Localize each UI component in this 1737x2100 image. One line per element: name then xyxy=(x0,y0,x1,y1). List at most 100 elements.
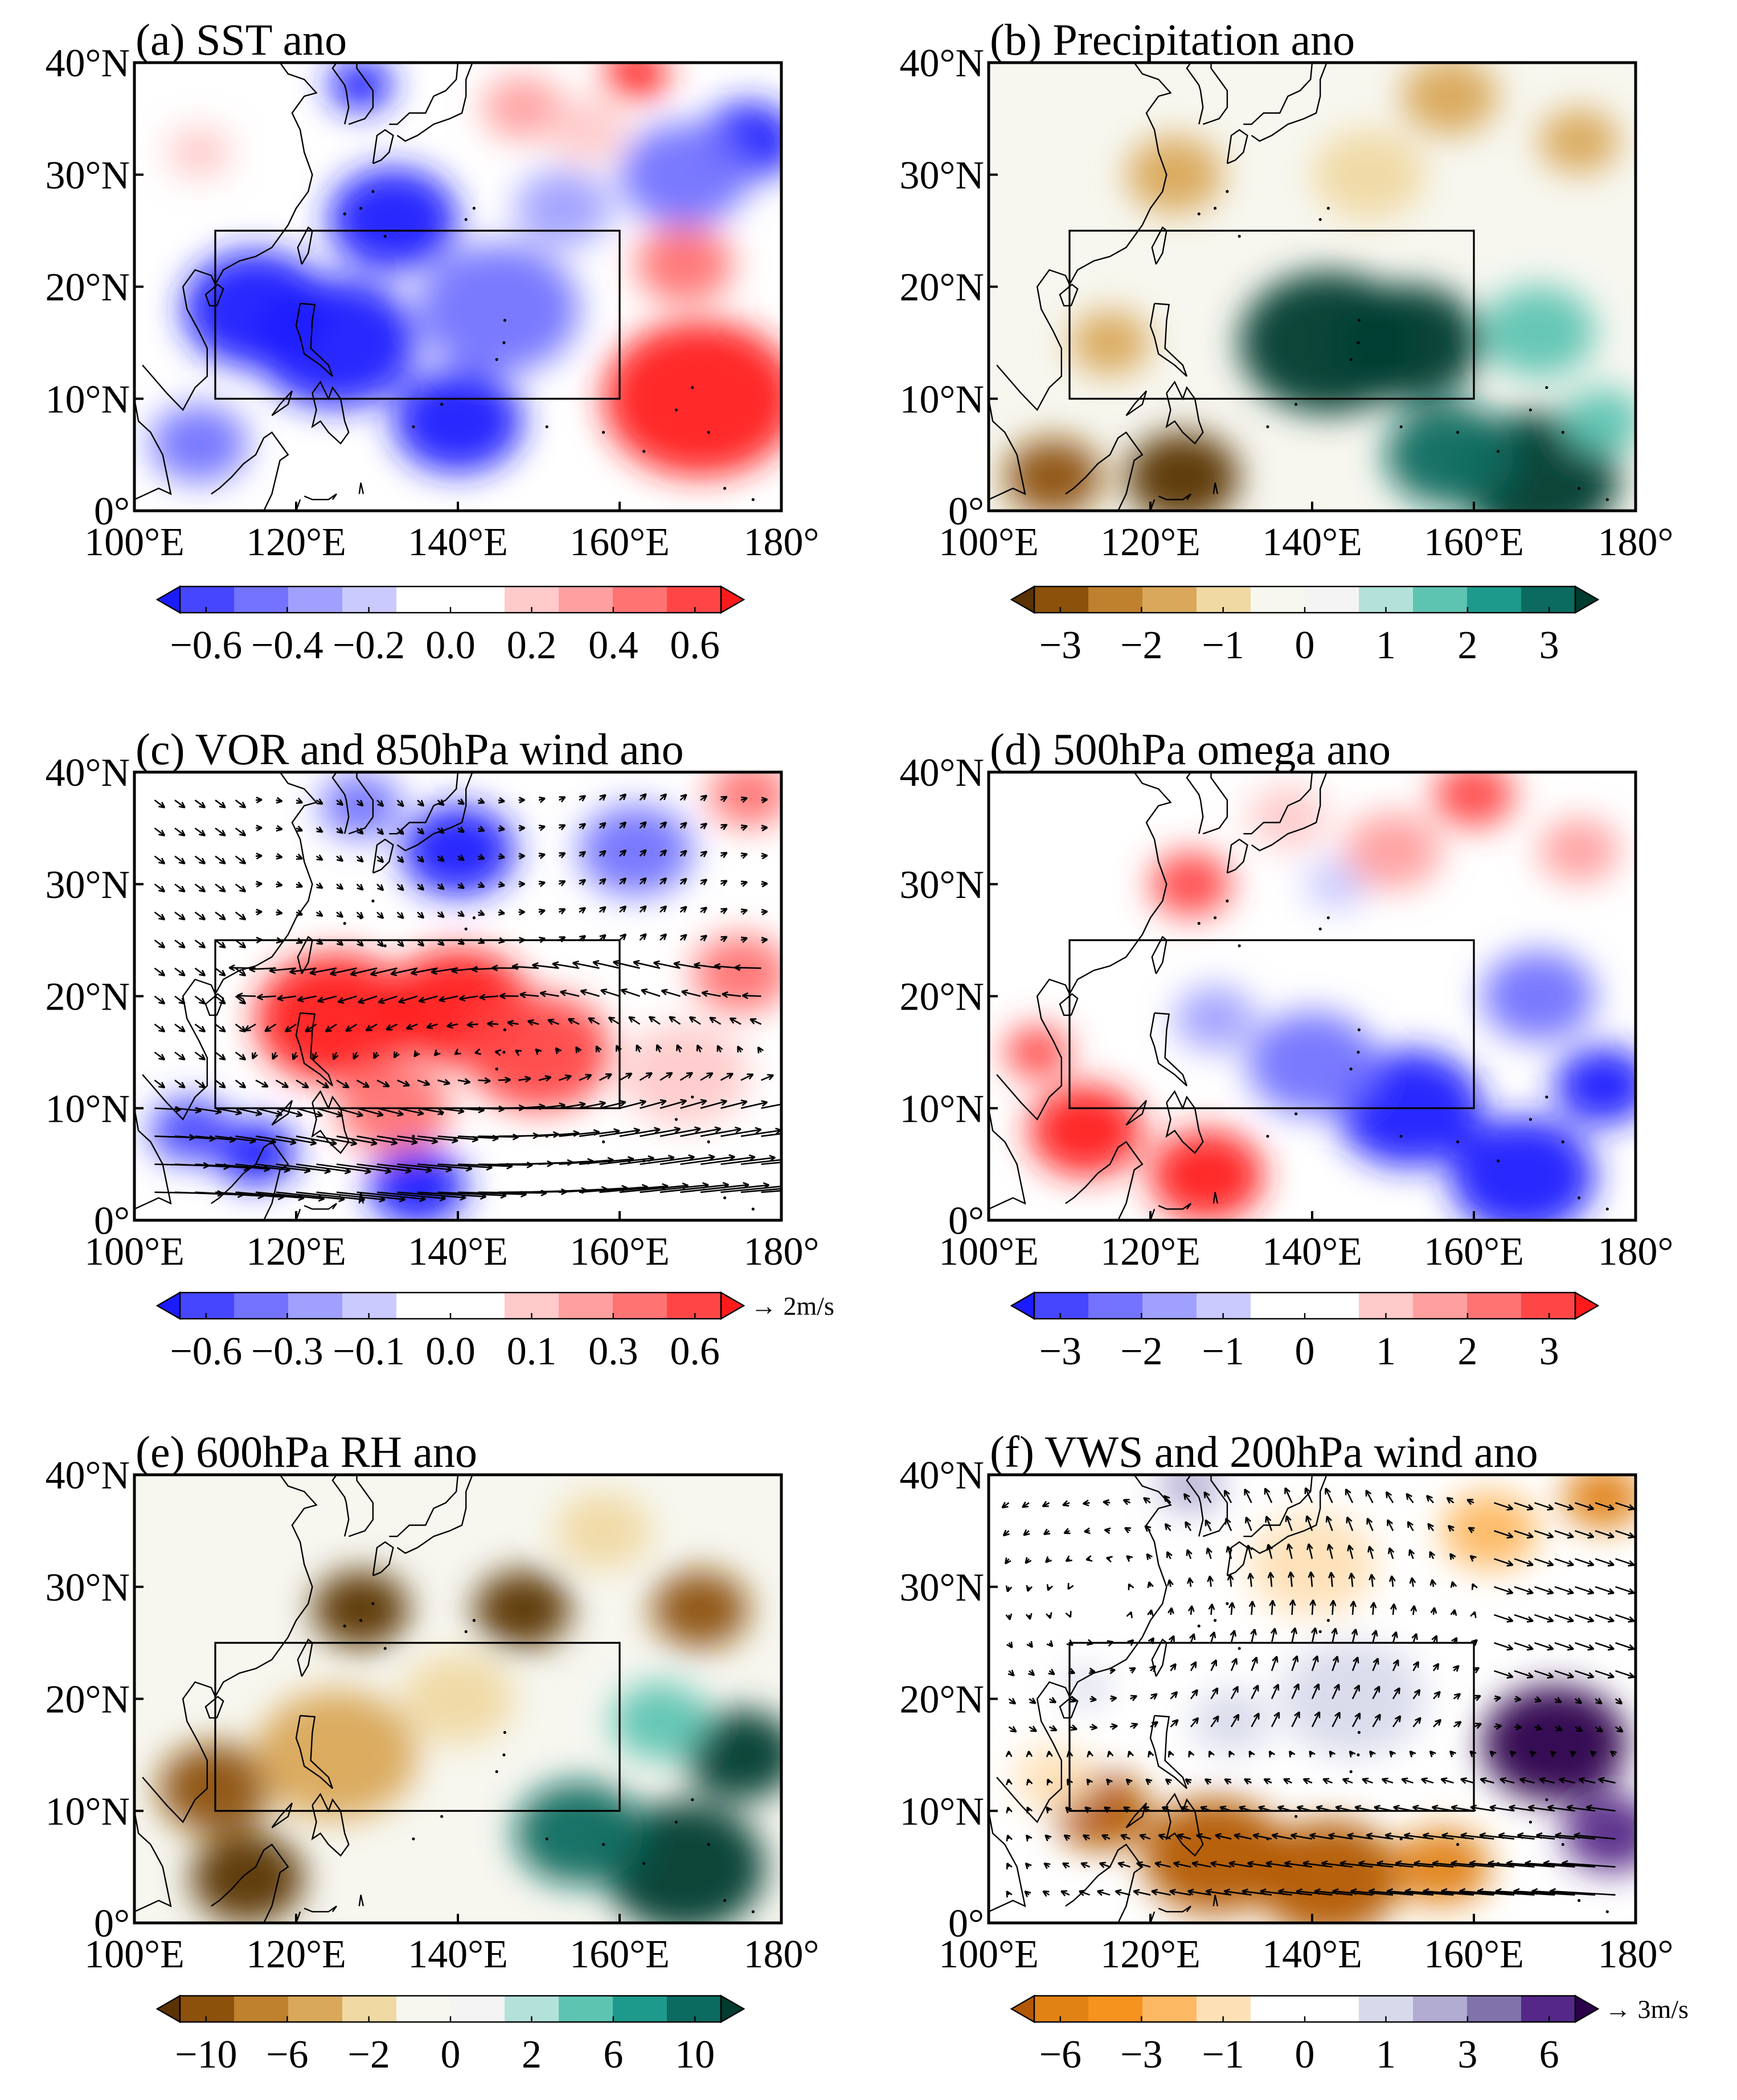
panel-d-xtick-label: 120°E xyxy=(1100,1230,1201,1274)
panel-e-xtick-label: 140°E xyxy=(408,1933,508,1976)
panel-b-colorbar-swatch xyxy=(1305,586,1359,613)
panel-c: 100°E 120°E 140°E 160°E 180° 0° 10°N 20°N 30°N 40… xyxy=(45,724,834,1373)
panel-c-xtick-label: 100°E xyxy=(84,1230,185,1274)
panel-f-colorbar-tick-label: −1 xyxy=(1202,2033,1244,2077)
panel-d-anomaly-region-7 xyxy=(1029,1085,1142,1176)
panel-d-xtick-label: 160°E xyxy=(1424,1230,1524,1274)
panel-d-anomaly-region-12 xyxy=(1344,811,1442,889)
panel-b-xtick-label: 140°E xyxy=(1262,520,1362,564)
panel-f-field xyxy=(1013,1475,1636,1923)
panel-d-anomaly-region-3 xyxy=(1247,1011,1377,1115)
panel-d-anomaly-region-9 xyxy=(1005,1026,1070,1078)
panel-a-colorbar-tick-label: 0.0 xyxy=(425,624,476,667)
panel-e: 100°E 120°E 140°E 160°E 180° 0° 10°N 20°N 30°N 40… xyxy=(45,1427,819,2077)
panel-d-colorbar-tick-label: 0 xyxy=(1295,1330,1315,1373)
panel-d-colorbar-tick-label: −3 xyxy=(1039,1330,1081,1373)
panel-b-colorbar-swatch xyxy=(1467,586,1522,613)
panel-e-ytick-label: 0° xyxy=(94,1902,130,1946)
panel-f-ytick-label: 30°N xyxy=(899,1566,984,1610)
panel-d-anomaly-region-4 xyxy=(1174,986,1256,1051)
panel-c-anomaly-region-8 xyxy=(368,1147,466,1220)
panel-a-anomaly-region-14 xyxy=(636,225,733,303)
panel-b-anomaly-region-8 xyxy=(1070,310,1150,375)
panel-e-xtick-label: 120°E xyxy=(246,1933,346,1976)
panel-d-colorbar-tick-label: 2 xyxy=(1457,1330,1477,1373)
panel-d-anomaly-region-11 xyxy=(1433,772,1514,827)
panel-d: 100°E 120°E 140°E 160°E 180° 0° 10°N 20°N 30°N 40… xyxy=(899,724,1673,1373)
panel-d-colorbar-tick-label: −1 xyxy=(1202,1330,1244,1373)
panel-e-xtick-label: 100°E xyxy=(84,1933,185,1976)
panel-a-ytick-label: 0° xyxy=(94,490,130,534)
panel-d-colorbar-tick-label: 1 xyxy=(1376,1330,1396,1373)
panel-b-colorbar-tick-label: −3 xyxy=(1039,624,1081,667)
panel-f-colorbar: −6 −3 −1 0 1 3 6 → 3m/s xyxy=(1010,1994,1689,2077)
panel-f-anomaly-region-1 xyxy=(1255,1820,1402,1923)
panel-d-title: (d) 500hPa omega ano xyxy=(990,724,1391,774)
panel-a-anomaly-region-3 xyxy=(328,63,394,111)
panel-e-xtick-label: 160°E xyxy=(570,1933,670,1976)
panel-b-colorbar-tick-label: −2 xyxy=(1120,624,1162,667)
panel-d-analysis-box xyxy=(1068,939,1475,1109)
panel-b-xtick-label: 160°E xyxy=(1424,520,1524,564)
panel-b-ytick-label: 40°N xyxy=(899,42,984,85)
panel-a-colorbar-tick-label: −0.2 xyxy=(333,624,405,667)
panel-e-colorbar-swatch xyxy=(613,1996,667,2022)
panel-b: 100°E 120°E 140°E 160°E 180° 0° 10°N 20°N 30°N 40… xyxy=(899,15,1673,667)
panel-c-xtick-label: 160°E xyxy=(570,1230,670,1274)
panel-d-colorbar-swatch xyxy=(1034,1293,1089,1319)
panel-d-ytick-label: 0° xyxy=(948,1199,984,1243)
panel-a: 100°E 120°E 140°E 160°E 180° 0° 10°N 20°N 30°N 40… xyxy=(45,15,819,667)
panel-c-colorbar-tick-label: 0.6 xyxy=(670,1330,720,1373)
panel-f-colorbar-swatch xyxy=(1521,1996,1576,2022)
panel-e-anomaly-region-11 xyxy=(611,1682,709,1761)
panel-b-colorbar-tick-label: 2 xyxy=(1457,624,1477,667)
panel-a-anomaly-region-5 xyxy=(417,244,579,374)
panel-a-xtick-label: 100°E xyxy=(84,520,185,564)
panel-f: 100°E 120°E 140°E 160°E 180° 0° 10°N 20°N 30°N 40… xyxy=(899,1427,1689,2077)
panel-a-anomaly-region-9 xyxy=(620,122,749,227)
panel-f-anomaly-region-11 xyxy=(1191,1689,1272,1754)
panel-c-anomaly-region-4 xyxy=(692,935,781,1013)
panel-e-anomaly-region-9 xyxy=(684,1709,781,1800)
panel-f-wind-vectors xyxy=(1001,1487,1635,1898)
panel-b-colorbar-tick-label: 0 xyxy=(1295,624,1315,667)
panel-b-xtick-label: 100°E xyxy=(939,520,1039,564)
panel-a-ytick-label: 30°N xyxy=(45,154,130,198)
panel-a-anomaly-region-6 xyxy=(150,404,248,483)
panel-d-anomaly-region-2 xyxy=(1555,1047,1636,1125)
panel-a-colorbar-swatch xyxy=(234,586,289,613)
panel-b-anomaly-region-7 xyxy=(1005,438,1102,511)
panel-d-xtick-label: 140°E xyxy=(1262,1230,1362,1274)
panel-c-analysis-box xyxy=(214,939,621,1109)
panel-f-wind-key: → 3m/s xyxy=(1605,1995,1689,2024)
panel-c-xtick-label: 180° xyxy=(744,1230,820,1274)
panel-a-colorbar-tick-label: 0.2 xyxy=(507,624,557,667)
panel-e-title: (e) 600hPa RH ano xyxy=(136,1427,477,1476)
panel-b-anomaly-region-3 xyxy=(1384,403,1514,507)
panel-d-colorbar-swatch xyxy=(1521,1293,1576,1319)
panel-b-colorbar-swatch xyxy=(1251,586,1305,613)
panel-a-colorbar-swatch xyxy=(288,586,343,613)
panel-a-anomaly-region-13 xyxy=(603,321,781,477)
panel-d-anomaly-region-8 xyxy=(1150,1130,1264,1220)
panel-c-colorbar-tick-label: 0.1 xyxy=(507,1330,557,1373)
panel-d-anomaly-region-10 xyxy=(1150,851,1231,917)
panel-c-ytick-label: 10°N xyxy=(45,1087,130,1131)
panel-b-anomaly-region-5 xyxy=(1563,388,1636,454)
panel-a-ytick-label: 40°N xyxy=(45,42,130,85)
panel-c-colorbar-tick-label: 0.0 xyxy=(425,1330,476,1373)
panel-e-colorbar-tick-label: 10 xyxy=(675,2033,715,2077)
panel-f-anomaly-region-7 xyxy=(1013,1745,1094,1810)
panel-c-colorbar-tick-label: −0.1 xyxy=(333,1330,405,1373)
panel-c-colorbar: −0.6 −0.3 −0.1 0.0 0.1 0.3 0.6 → 2m/s xyxy=(155,1291,834,1373)
panel-c-colorbar-swatch xyxy=(288,1293,343,1319)
panel-b-colorbar-swatch xyxy=(1142,586,1197,613)
panel-f-ytick-label: 10°N xyxy=(899,1790,984,1834)
panel-a-colorbar-tick-label: 0.4 xyxy=(588,624,638,667)
panel-e-ytick-label: 10°N xyxy=(45,1790,130,1834)
panel-a-anomaly-region-4 xyxy=(393,369,523,473)
panel-e-colorbar-tick-label: 2 xyxy=(522,2033,542,2077)
panel-c-anomaly-region-0 xyxy=(256,954,417,1084)
panel-b-anomaly-region-10 xyxy=(1401,63,1498,136)
panel-d-colorbar-tick-label: −2 xyxy=(1120,1330,1162,1373)
